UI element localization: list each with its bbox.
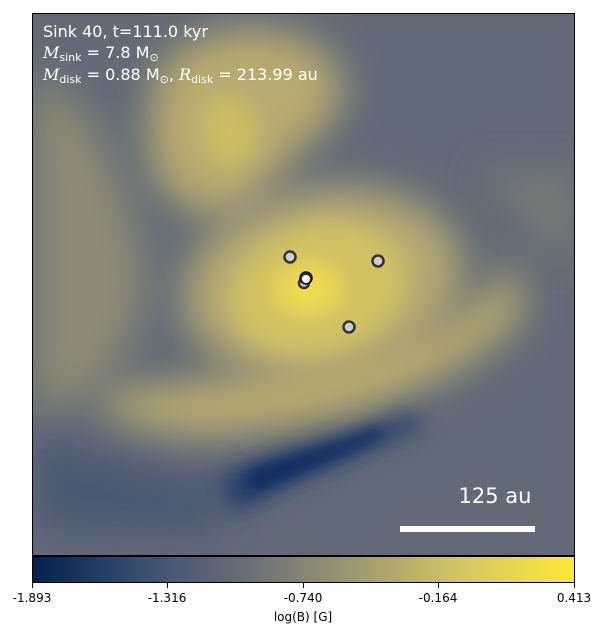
magnetic-field-map: Sink 40, t=111.0 kyr Msink = 7.8 M⊙ Mdis… — [32, 13, 575, 556]
colorbar-tick-label: -0.740 — [283, 591, 323, 605]
sink-marker-main — [302, 275, 310, 283]
sink-marker — [283, 250, 297, 264]
colorbar-tick — [574, 583, 575, 588]
disk-properties-label: Mdisk = 0.88 M⊙, Rdisk = 213.99 au — [43, 65, 318, 86]
sink-title: Sink 40, t=111.0 kyr — [43, 22, 208, 41]
scale-bar — [400, 526, 535, 532]
colorbar-tick-label: 0.413 — [556, 591, 592, 605]
field-image — [33, 14, 574, 555]
sink-mass-label: Msink = 7.8 M⊙ — [43, 43, 159, 64]
colorbar-tick-label: -1.893 — [12, 591, 52, 605]
sink-markers — [283, 250, 385, 334]
sink-marker — [342, 320, 356, 334]
scale-bar-label: 125 au — [458, 484, 532, 508]
colorbar-tick-label: -0.164 — [418, 591, 458, 605]
colorbar — [32, 556, 575, 583]
colorbar-tick — [32, 583, 33, 588]
colorbar-tick — [303, 583, 304, 588]
colorbar-label: log(B) [G] — [273, 610, 333, 624]
sink-marker — [371, 254, 385, 268]
colorbar-tick-label: -1.316 — [147, 591, 187, 605]
colorbar-tick — [167, 583, 168, 588]
colorbar-tick — [438, 583, 439, 588]
